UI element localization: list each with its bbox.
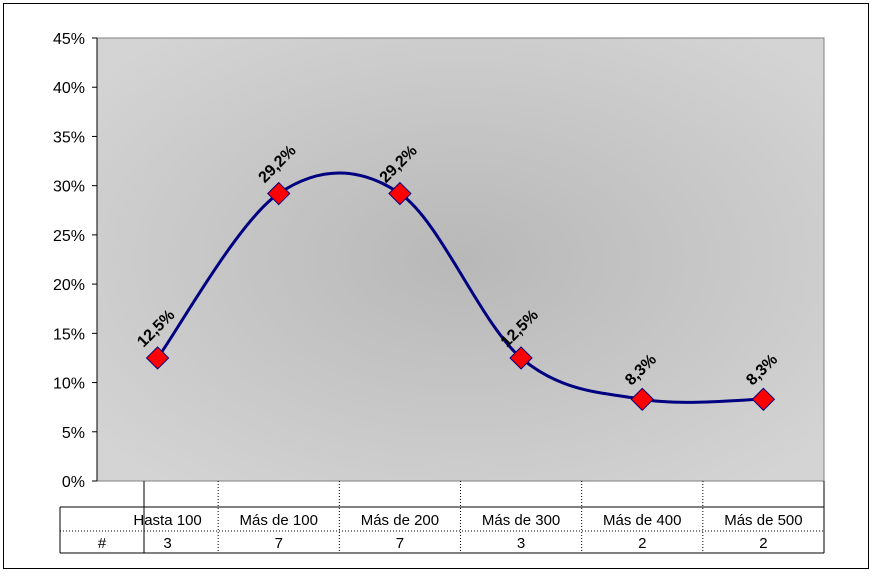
x-category-label: Más de 500 bbox=[724, 512, 802, 529]
table-count-cell: 3 bbox=[517, 535, 525, 552]
data-table: # Hasta 100 3 Más de 100 7 Más de 200 7 Más de … bbox=[59, 481, 825, 554]
y-tick-label: 40% bbox=[53, 80, 85, 97]
table-row-label: # bbox=[98, 535, 107, 552]
table-count-cell: 7 bbox=[275, 535, 283, 552]
x-category-label: Más de 400 bbox=[603, 512, 681, 529]
x-category-label: Más de 300 bbox=[482, 512, 560, 529]
y-tick-label: 5% bbox=[62, 425, 85, 442]
y-tick-label: 20% bbox=[53, 277, 85, 294]
y-tick-label: 35% bbox=[53, 129, 85, 146]
x-category-label: Hasta 100 bbox=[133, 512, 201, 529]
data-point-marker bbox=[751, 387, 776, 411]
plot-area bbox=[96, 37, 825, 482]
table-count-cell: 2 bbox=[759, 535, 767, 552]
table-count-cell: 3 bbox=[163, 535, 171, 552]
y-tick-label: 15% bbox=[53, 326, 85, 343]
data-point-marker bbox=[630, 387, 654, 411]
table-count-cell: 7 bbox=[396, 535, 404, 552]
data-point-marker bbox=[267, 181, 291, 206]
x-category-label: Más de 100 bbox=[240, 512, 318, 529]
data-point-marker bbox=[388, 181, 412, 206]
data-point-marker bbox=[145, 346, 170, 370]
data-point-marker bbox=[509, 346, 533, 370]
series-markers bbox=[145, 181, 776, 411]
x-category-label: Más de 200 bbox=[361, 512, 439, 529]
y-tick-label: 10% bbox=[53, 376, 85, 393]
y-tick-label: 45% bbox=[53, 31, 85, 48]
y-tick-label: 0% bbox=[62, 474, 85, 491]
y-tick-label: 25% bbox=[53, 228, 85, 245]
y-tick-label: 30% bbox=[53, 179, 85, 196]
table-count-cell: 2 bbox=[638, 535, 646, 552]
y-axis: 0% 5% 10% 15% 20% 25% 30% 35% 40% 45% bbox=[53, 31, 98, 491]
